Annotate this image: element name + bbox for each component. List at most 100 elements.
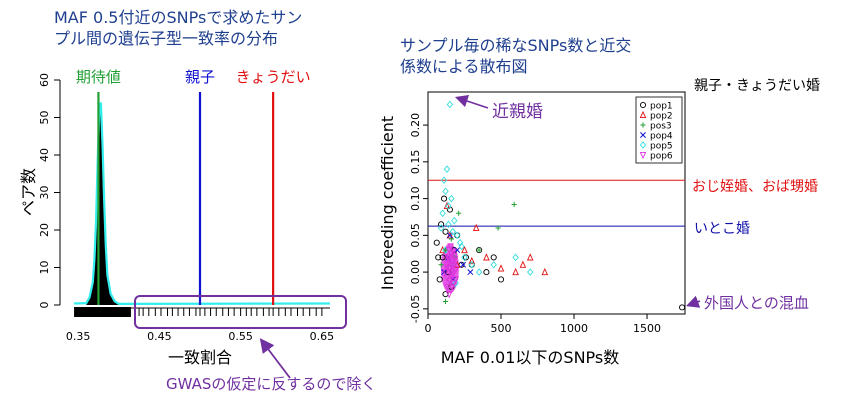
y-tick-label-10: 10 [38,261,51,275]
pop6-point-0 [442,269,449,277]
pop2-point-3 [468,256,476,265]
right-chart-title: サンプル毎の稀なSNPs数と近交 係数による散布図 [400,35,631,77]
inbred-marriage-label: 近親婚 [492,102,543,122]
pop1-point-13 [490,254,497,261]
pop6-point-16 [447,243,454,251]
cousin-marriage-label: いとこ婚 [694,221,750,237]
histogram-bars [86,102,119,305]
pop1-point-3 [442,228,449,235]
pop2-point-10 [472,223,480,232]
x-tick-label-0.55: 0.55 [228,330,253,343]
y-axis-label: ペア数 [19,168,38,216]
vline-label-1: 親子 [185,68,215,86]
y-tick-label-0.10: 0.10 [409,186,422,211]
y-tick-label-0.15: 0.15 [409,150,422,175]
inbred-arrow [454,94,489,109]
y-tick-label-60: 60 [38,73,51,87]
y-axis-label: Inbreeding coefficient [378,116,397,290]
left-chart-title: MAF 0.5付近のSNPsで求めたサン プル間の遺伝子型一致率の分布 [54,7,302,49]
pop6-point-13 [446,277,454,286]
pop2-point-4 [483,253,490,261]
pop1-point-19 [441,195,448,202]
x-axis-label: MAF 0.01以下のSNPs数 [441,348,620,367]
pop2-point-8 [526,253,534,261]
annotation-overlay [259,94,701,379]
density-curve [74,102,331,305]
plot-frame [427,91,686,315]
pop2-point-11 [461,245,468,254]
pop2-point-1 [446,231,454,239]
pop1-point-12 [483,269,490,276]
pop2-point-6 [512,267,519,276]
pop5-point-3 [442,187,449,196]
pop1-point-14 [497,276,505,283]
pop6-point-27 [449,271,457,279]
legend-symbol-pop4 [640,132,646,138]
y-tick-label-0.05: 0.05 [409,223,422,248]
pop5-point-14 [527,268,534,276]
histogram-chart: 0 10 20 30 40 50 60 ペア数 0.35 0.45 0.55 0.65 一致割合 期待値 親… [19,68,347,367]
legend-symbol-pop5 [639,141,647,149]
outlier-highlight-box [134,295,347,329]
y-tick-label-0.20: 0.20 [409,113,422,138]
pop6-point-9 [444,283,452,291]
foreign-admixture-label: 外国人との混血 [704,294,809,312]
uncle-niece-marriage-label: おじ姪婚、おば甥婚 [692,179,818,195]
right-title-line-2: 係数による散布図 [400,57,528,76]
y-tick-label--0.05: -0.05 [409,295,422,323]
vline-label-0: 期待値 [76,68,121,86]
pop1-point-1 [436,276,443,283]
rug-dense-block [74,307,131,317]
pop1-point-0 [433,239,440,246]
pop1-point-7 [454,232,461,239]
pop6-point-28 [447,260,454,268]
scatter-chart: 0 500 1000 1500 MAF 0.01以下のSNPs数 -0.05 0.00 0.0… [378,91,686,367]
parent-child-sibling-marriage-label: 親子・きょうだい婚 [694,78,820,94]
x-tick-label-0: 0 [425,322,432,335]
pop6-point-5 [449,258,457,266]
pop1-point-15 [438,221,445,228]
gwas-arrow [259,338,291,379]
pop5-point-19 [443,165,451,173]
pop5-point-5 [448,194,455,203]
pop6-point-26 [445,265,453,273]
x-tick-label-500: 500 [491,322,512,335]
x-tick-label-0.65: 0.65 [310,330,335,343]
legend-label-pop1: pop1 [650,102,673,112]
pop6-point-15 [451,255,459,264]
pop6-point-18 [450,248,457,256]
legend-symbol-pop6 [639,151,647,160]
legend-label-pop2: pop2 [650,112,673,122]
pop6-point-29 [444,254,452,262]
pos3-point-6 [442,298,449,305]
x-axis-label: 一致割合 [168,348,232,367]
pop1-point-9 [462,254,470,261]
pop6-point-12 [443,264,451,272]
pop4-point-3 [454,247,461,253]
pos3-point-8 [456,210,462,216]
pop5-point-1 [437,224,445,232]
pop5-point-9 [461,253,468,262]
pop5-point-17 [452,279,459,287]
pop6-point-25 [450,252,458,261]
legend-label-pop5: pop5 [650,142,673,152]
y-tick-label-50: 50 [38,111,51,125]
pop2-point-9 [541,267,549,276]
pop5-point-21 [449,227,457,236]
y-tick-label-0.00: 0.00 [409,260,422,285]
pop5-point-11 [475,268,483,276]
pop5-point-2 [439,209,446,218]
legend-label-pop6: pop6 [650,152,673,162]
pop5-point-4 [445,202,452,210]
pop5-point-20 [445,220,452,229]
y-tick-label-0: 0 [38,302,51,309]
pop1-point-16 [435,254,442,261]
pop6-point-21 [443,274,451,283]
pop6-point-10 [448,250,455,258]
x-tick-label-1000: 1000 [560,322,588,335]
pop5-point-8 [456,238,464,247]
legend-symbol-pos3 [640,122,646,128]
pop5-point-0 [446,100,454,109]
pop1-point-18 [679,304,686,311]
